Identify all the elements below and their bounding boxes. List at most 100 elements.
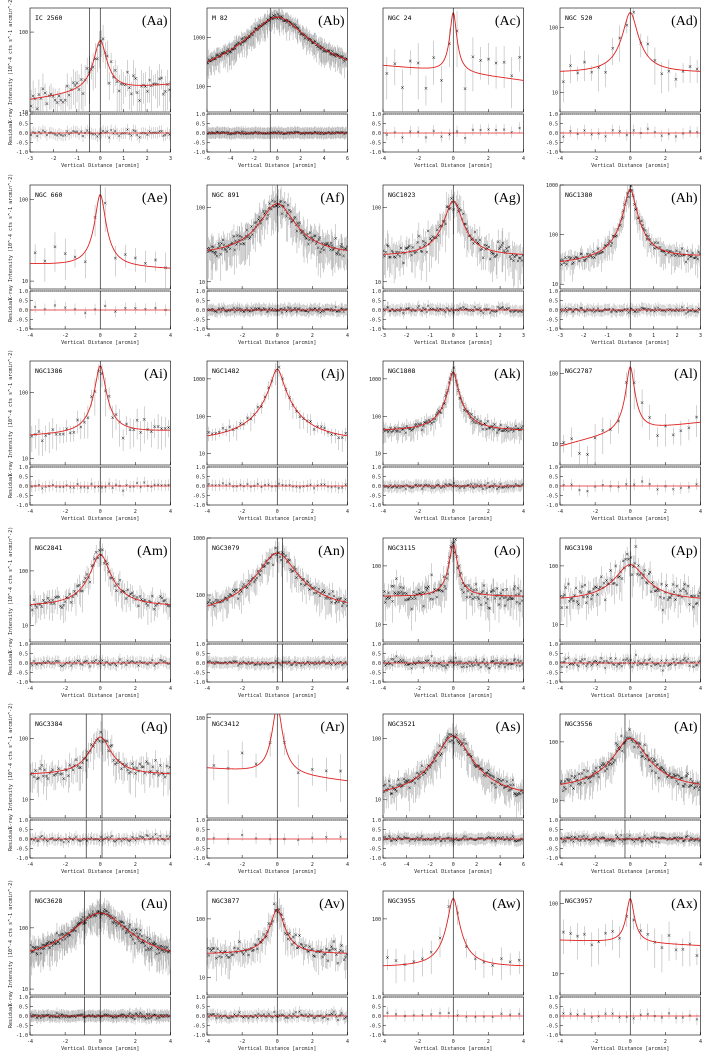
data-point [669, 253, 673, 257]
data-point [79, 78, 83, 82]
x-tick-label: 1 [652, 333, 655, 339]
x-axis-label: Vertical Distance [arcmin] [591, 163, 669, 169]
data-point [481, 427, 485, 431]
x-tick-label: 4 [522, 156, 525, 162]
y-tick-label: 100 [548, 371, 557, 377]
residual-point [319, 483, 323, 486]
data-point [481, 255, 485, 259]
data-point [62, 603, 66, 607]
residual-point [322, 483, 326, 486]
y-tick-label: 10 [375, 279, 381, 285]
data-point [405, 246, 409, 250]
x-axis-label: Vertical Distance [arcmin] [238, 516, 316, 522]
data-point [123, 252, 127, 256]
data-point [340, 245, 344, 249]
residual-point [30, 133, 33, 137]
residual-point [646, 127, 649, 130]
data-point [383, 248, 385, 252]
data-point [130, 590, 134, 594]
data-point [255, 405, 259, 409]
data-point [440, 78, 443, 82]
data-point [319, 425, 323, 429]
residual-point [472, 486, 476, 490]
residual-point [160, 129, 163, 133]
galaxy-name: NGC 660 [35, 191, 62, 199]
data-point [132, 428, 136, 432]
residual-axis-label: Residual [8, 650, 14, 674]
data-point [160, 427, 164, 431]
residual-y-tick-label: 0.0 [195, 307, 204, 313]
x-axis-label: Vertical Distance [arcmin] [591, 340, 669, 346]
residual-point [603, 135, 607, 138]
data-point [94, 550, 98, 554]
residual-point [238, 483, 242, 487]
data-point [161, 598, 165, 602]
residual-point [93, 659, 96, 663]
data-point [72, 589, 76, 593]
data-point [132, 594, 136, 598]
data-point [101, 37, 105, 41]
data-point [100, 547, 104, 551]
residual-point [57, 659, 61, 663]
data-point [138, 99, 142, 103]
x-tick-label: 2 [663, 509, 666, 515]
data-point [107, 394, 111, 398]
residual-point [113, 129, 117, 133]
residual-point [501, 305, 505, 308]
data-point [396, 429, 400, 433]
residual-point [415, 483, 418, 486]
x-tick-label: -6 [203, 156, 209, 162]
x-tick-label: 0 [275, 333, 278, 339]
data-point [227, 425, 231, 429]
data-point [75, 584, 79, 588]
data-point [322, 590, 326, 594]
data-point [486, 419, 490, 423]
y-tick-label: 100 [548, 26, 557, 32]
residual-y-tick-label: 1.0 [548, 112, 557, 118]
x-axis-label: Vertical Distance [arcmin] [61, 516, 139, 522]
data-point [478, 237, 482, 241]
residual-point [694, 482, 698, 486]
data-point [168, 604, 171, 607]
residual-y-tick-label: 0.0 [19, 131, 28, 137]
residual-axis-label: Residual [8, 474, 14, 498]
data-point [345, 603, 347, 607]
x-tick-label: 2 [675, 333, 678, 339]
data-point [125, 422, 128, 426]
residual-point [121, 489, 125, 492]
x-tick-label: 4 [169, 686, 172, 692]
data-point [77, 88, 81, 91]
data-point [41, 87, 45, 91]
data-point [113, 68, 117, 72]
residual-point [463, 136, 467, 140]
data-point [168, 88, 171, 92]
residual-point [617, 130, 621, 133]
data-point [85, 67, 89, 70]
data-point [506, 248, 510, 252]
residual-y-tick-label: 0.0 [372, 484, 381, 490]
residual-point [421, 487, 424, 491]
galaxy-name: NGC 24 [388, 14, 412, 22]
data-point [288, 567, 292, 571]
data-point [54, 595, 58, 599]
chart-panel: -4 -2 0 2 4 10 100 -1.0 -0.5 0.0 0.5 1.0 Vertical Di… [8, 526, 172, 698]
panel-label: (Aj) [321, 367, 345, 382]
data-point [220, 426, 224, 430]
data-point [41, 598, 45, 602]
data-point [30, 607, 34, 611]
data-point [516, 259, 520, 262]
residual-point [385, 133, 389, 136]
residual-y-tick-label: 1.0 [195, 465, 204, 471]
residual-y-tick-label: 0.5 [19, 121, 28, 127]
residual-point [424, 136, 428, 139]
residual-point [471, 485, 474, 489]
data-point [647, 415, 651, 419]
residual-point [421, 309, 424, 312]
data-point [432, 56, 436, 60]
data-point [128, 428, 132, 432]
data-point [472, 241, 476, 245]
residual-y-tick-label: 0.5 [195, 651, 204, 657]
data-point [421, 239, 425, 243]
residual-point [512, 485, 515, 489]
data-point [562, 260, 566, 264]
